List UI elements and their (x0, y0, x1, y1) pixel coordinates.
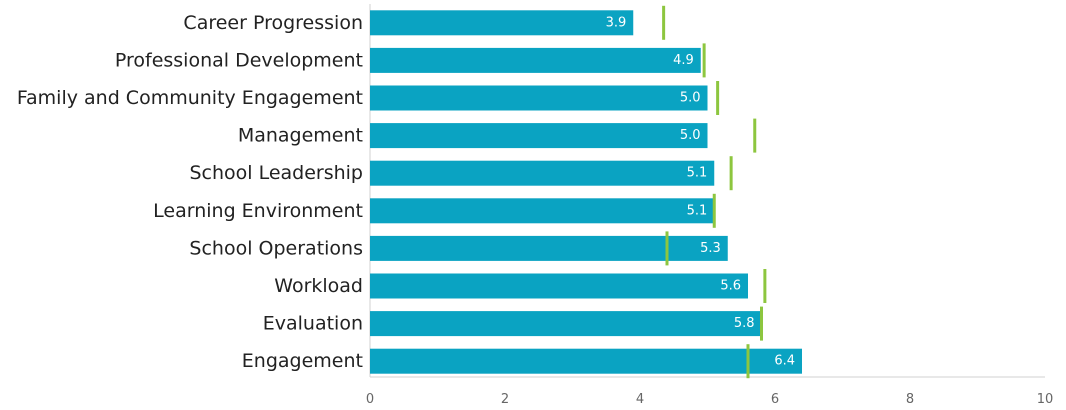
target-marker (712, 193, 716, 228)
x-tick-label: 0 (366, 392, 374, 407)
target-marker (716, 81, 720, 115)
bar (370, 85, 708, 111)
bar (370, 311, 762, 337)
category-label: Career Progression (183, 12, 363, 34)
category-label: Engagement (242, 350, 363, 372)
data-label: 5.0 (680, 128, 701, 143)
data-label: 5.1 (687, 203, 708, 218)
data-label: 6.4 (774, 354, 795, 369)
category-label: School Operations (189, 237, 363, 259)
category-label: Management (238, 125, 363, 147)
category-label: Evaluation (263, 313, 363, 335)
data-label: 5.6 (720, 279, 741, 294)
category-labels: Career Progression Professional Developme… (17, 12, 363, 372)
target-marker (729, 156, 733, 191)
category-label: School Leadership (189, 162, 363, 184)
x-tick-label: 2 (501, 392, 509, 407)
data-label: 5.3 (700, 241, 721, 256)
target-marker (760, 306, 763, 341)
data-label: 3.9 (606, 15, 627, 30)
x-tick-labels: 0 2 4 6 8 10 (366, 392, 1053, 407)
target-marker (665, 231, 669, 266)
bar (370, 273, 748, 299)
bar (370, 160, 715, 186)
category-label: Learning Environment (153, 200, 363, 222)
category-label: Professional Development (115, 49, 363, 71)
data-labels-group: 3.9 4.9 5.0 5.0 5.1 5.1 5.3 5.6 5.8 6.4 (606, 15, 795, 368)
bar (370, 10, 634, 36)
bar (370, 123, 708, 149)
category-label: Family and Community Engagement (17, 87, 363, 109)
data-label: 5.0 (680, 91, 701, 106)
data-label: 5.1 (687, 166, 708, 181)
x-tick-label: 4 (636, 392, 644, 407)
x-tick-label: 6 (771, 392, 779, 407)
category-label: Workload (274, 275, 363, 297)
data-label: 5.8 (734, 316, 755, 331)
bar (370, 198, 715, 224)
x-tick-label: 8 (906, 392, 914, 407)
target-markers-group (662, 5, 767, 379)
bar (370, 348, 802, 374)
target-marker (763, 269, 767, 303)
target-marker (746, 344, 750, 379)
target-marker (702, 43, 706, 78)
target-marker (662, 5, 666, 40)
bar (370, 47, 701, 73)
bar (370, 235, 728, 261)
target-marker (753, 118, 757, 153)
x-tick-label: 10 (1037, 392, 1054, 407)
data-label: 4.9 (673, 53, 694, 68)
